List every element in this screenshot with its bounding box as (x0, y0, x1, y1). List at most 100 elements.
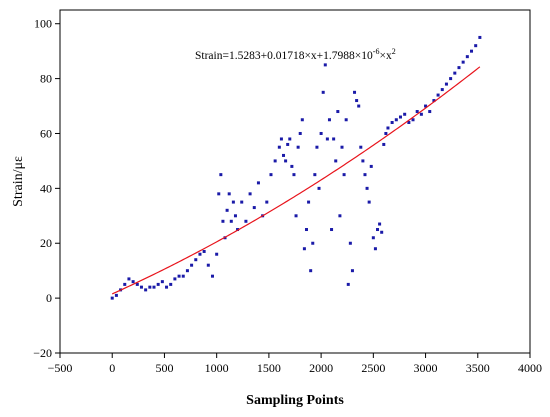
data-point (457, 66, 461, 70)
y-tick-label: −20 (33, 346, 52, 360)
data-point (378, 222, 382, 226)
data-point (357, 104, 361, 108)
data-point (313, 173, 317, 177)
y-tick-label: 40 (40, 181, 52, 195)
data-point (194, 258, 198, 262)
data-point (290, 164, 294, 168)
data-point (282, 153, 286, 157)
data-point (110, 296, 114, 300)
data-point (265, 200, 269, 204)
data-point (307, 200, 311, 204)
data-point (298, 131, 302, 135)
data-point (123, 282, 127, 286)
data-point (302, 247, 306, 251)
data-point (217, 192, 221, 196)
data-point (248, 192, 252, 196)
y-tick-label: 100 (34, 17, 52, 31)
data-point (135, 282, 139, 286)
data-point (210, 274, 214, 278)
data-point (390, 121, 394, 125)
y-tick-label: 80 (40, 72, 52, 86)
data-points (110, 35, 482, 300)
data-point (411, 118, 415, 122)
data-point (156, 282, 160, 286)
data-point (380, 230, 384, 234)
data-point (233, 214, 237, 218)
data-point (148, 285, 152, 289)
data-point (325, 137, 329, 141)
data-point (202, 249, 206, 253)
x-tick-label: 500 (155, 361, 173, 375)
data-point (386, 126, 390, 130)
data-point (319, 131, 323, 135)
plot-frame (59, 9, 531, 354)
data-point (294, 214, 298, 218)
data-point (296, 145, 300, 149)
data-point (277, 145, 281, 149)
y-tick-label: 20 (40, 236, 52, 250)
data-point (215, 252, 219, 256)
data-point (449, 77, 453, 81)
data-point (384, 131, 388, 135)
fit-equation-part-b: ×x (379, 50, 391, 62)
data-point (169, 282, 173, 286)
data-point (279, 137, 283, 141)
fit-equation-label: Strain=1.5283+0.01718×x+1.7988×10-6×x2 (195, 47, 396, 62)
data-point (371, 236, 375, 240)
data-point (229, 219, 233, 223)
data-point (355, 99, 359, 103)
data-point (465, 55, 469, 59)
data-point (240, 200, 244, 204)
data-point (376, 228, 380, 232)
data-point (190, 263, 194, 267)
data-point (398, 115, 402, 119)
data-point (344, 118, 348, 122)
data-point (436, 93, 440, 97)
data-point (185, 269, 189, 273)
x-tick-label: 1500 (257, 361, 281, 375)
x-tick-label: −500 (48, 361, 73, 375)
data-point (327, 118, 331, 122)
data-point (160, 280, 164, 284)
data-point (453, 71, 457, 75)
data-point (315, 145, 319, 149)
data-point (181, 274, 185, 278)
x-axis-title: Sampling Points (246, 393, 344, 408)
data-point (221, 219, 225, 223)
data-point (424, 104, 428, 108)
data-point (340, 145, 344, 149)
data-point (323, 63, 327, 67)
data-point (332, 137, 336, 141)
data-point (177, 274, 181, 278)
data-point (127, 277, 131, 281)
y-axis-title: Strain/με (11, 156, 26, 207)
data-point (394, 118, 398, 122)
data-point (444, 82, 448, 86)
x-tick-label: 3500 (466, 361, 490, 375)
data-point (415, 110, 419, 114)
data-point (198, 252, 202, 256)
data-point (165, 285, 169, 289)
data-point (474, 44, 478, 48)
x-tick-label: 0 (109, 361, 115, 375)
x-tick-label: 2500 (361, 361, 385, 375)
data-point (353, 90, 357, 94)
data-point (478, 35, 482, 39)
data-point (225, 208, 229, 212)
data-point (173, 277, 177, 281)
x-tick-label: 3000 (414, 361, 438, 375)
y-tick-label: 60 (40, 126, 52, 140)
x-axis: −500 0 500 1000 1500 2000 2500 3000 3500 4000 (48, 353, 542, 375)
data-point (206, 263, 210, 267)
data-point (300, 118, 304, 122)
data-point (359, 145, 363, 149)
data-point (219, 173, 223, 177)
data-point (440, 88, 444, 92)
data-point (373, 247, 377, 251)
data-point (244, 219, 248, 223)
x-tick-label: 2000 (309, 361, 333, 375)
data-point (139, 285, 143, 289)
data-point (288, 137, 292, 141)
